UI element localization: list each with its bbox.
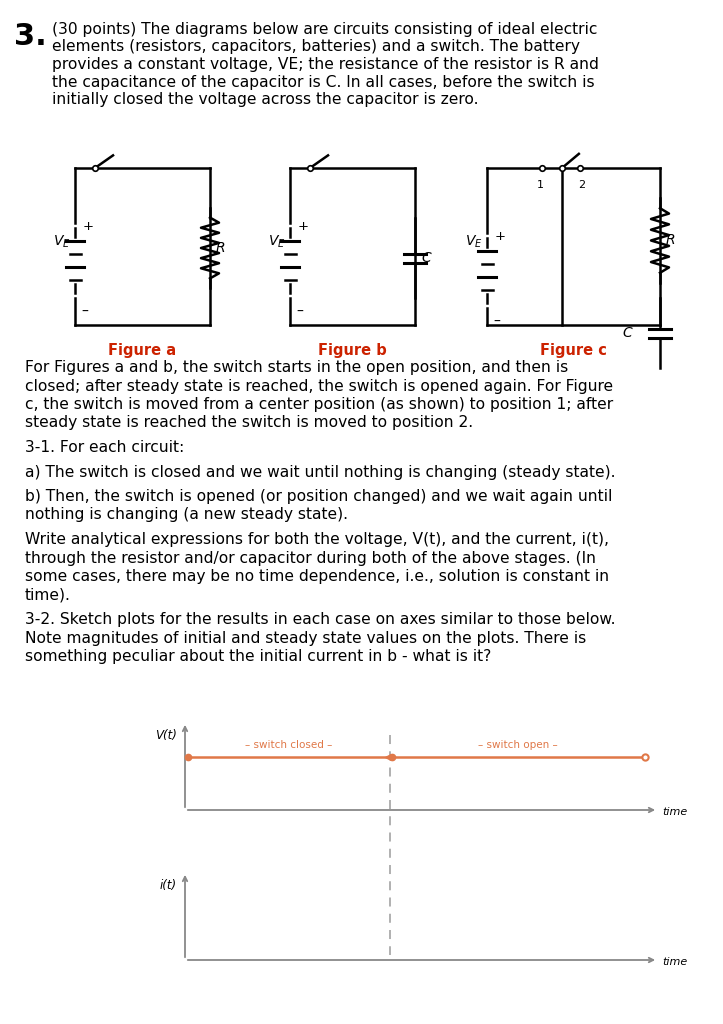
Text: 3-1. For each circuit:: 3-1. For each circuit: bbox=[25, 440, 184, 455]
Text: – switch open –: – switch open – bbox=[478, 740, 557, 750]
Text: through the resistor and/or capacitor during both of the above stages. (In: through the resistor and/or capacitor du… bbox=[25, 551, 596, 565]
Text: the capacitance of the capacitor is C. In all cases, before the switch is: the capacitance of the capacitor is C. I… bbox=[52, 75, 594, 89]
Text: (30 points) The diagrams below are circuits consisting of ideal electric: (30 points) The diagrams below are circu… bbox=[52, 22, 597, 37]
Text: –: – bbox=[81, 305, 88, 319]
Text: some cases, there may be no time dependence, i.e., solution is constant in: some cases, there may be no time depende… bbox=[25, 569, 609, 584]
Text: C: C bbox=[421, 251, 431, 265]
Text: 3-2. Sketch plots for the results in each case on axes similar to those below.: 3-2. Sketch plots for the results in eac… bbox=[25, 612, 615, 627]
Text: V(t): V(t) bbox=[155, 728, 177, 741]
Text: 1: 1 bbox=[536, 180, 544, 190]
Text: $V_E$: $V_E$ bbox=[268, 233, 286, 250]
Text: closed; after steady state is reached, the switch is opened again. For Figure: closed; after steady state is reached, t… bbox=[25, 379, 613, 393]
Text: something peculiar about the initial current in b - what is it?: something peculiar about the initial cur… bbox=[25, 649, 492, 664]
Text: initially closed the voltage across the capacitor is zero.: initially closed the voltage across the … bbox=[52, 92, 479, 106]
Text: C: C bbox=[622, 326, 632, 340]
Text: Figure a: Figure a bbox=[108, 343, 176, 358]
Text: i(t): i(t) bbox=[160, 879, 177, 892]
Text: Note magnitudes of initial and steady state values on the plots. There is: Note magnitudes of initial and steady st… bbox=[25, 631, 586, 645]
Text: 3.: 3. bbox=[14, 22, 47, 51]
Text: time: time bbox=[662, 957, 688, 967]
Text: $V_E$: $V_E$ bbox=[465, 233, 483, 250]
Text: elements (resistors, capacitors, batteries) and a switch. The battery: elements (resistors, capacitors, batteri… bbox=[52, 40, 580, 54]
Text: –: – bbox=[493, 315, 500, 329]
Text: +: + bbox=[298, 220, 309, 233]
Text: time).: time). bbox=[25, 588, 71, 602]
Text: Figure b: Figure b bbox=[318, 343, 387, 358]
Text: a) The switch is closed and we wait until nothing is changing (steady state).: a) The switch is closed and we wait unti… bbox=[25, 465, 615, 479]
Text: – switch closed –: – switch closed – bbox=[245, 740, 333, 750]
Text: $V_E$: $V_E$ bbox=[53, 233, 71, 250]
Text: time: time bbox=[662, 807, 688, 817]
Text: nothing is changing (a new steady state).: nothing is changing (a new steady state)… bbox=[25, 508, 348, 522]
Text: Figure c: Figure c bbox=[540, 343, 607, 358]
Text: R: R bbox=[216, 241, 226, 255]
Text: +: + bbox=[495, 230, 506, 243]
Text: +: + bbox=[83, 220, 94, 233]
Text: c, the switch is moved from a center position (as shown) to position 1; after: c, the switch is moved from a center pos… bbox=[25, 397, 613, 412]
Text: For Figures a and b, the switch starts in the open position, and then is: For Figures a and b, the switch starts i… bbox=[25, 360, 568, 375]
Text: steady state is reached the switch is moved to position 2.: steady state is reached the switch is mo… bbox=[25, 416, 473, 430]
Text: –: – bbox=[296, 305, 303, 319]
Text: R: R bbox=[666, 233, 675, 248]
Text: Write analytical expressions for both the voltage, V(t), and the current, i(t),: Write analytical expressions for both th… bbox=[25, 532, 609, 547]
Text: 2: 2 bbox=[578, 180, 586, 190]
Text: provides a constant voltage, VE; the resistance of the resistor is R and: provides a constant voltage, VE; the res… bbox=[52, 57, 599, 72]
Text: b) Then, the switch is opened (or position changed) and we wait again until: b) Then, the switch is opened (or positi… bbox=[25, 489, 612, 504]
